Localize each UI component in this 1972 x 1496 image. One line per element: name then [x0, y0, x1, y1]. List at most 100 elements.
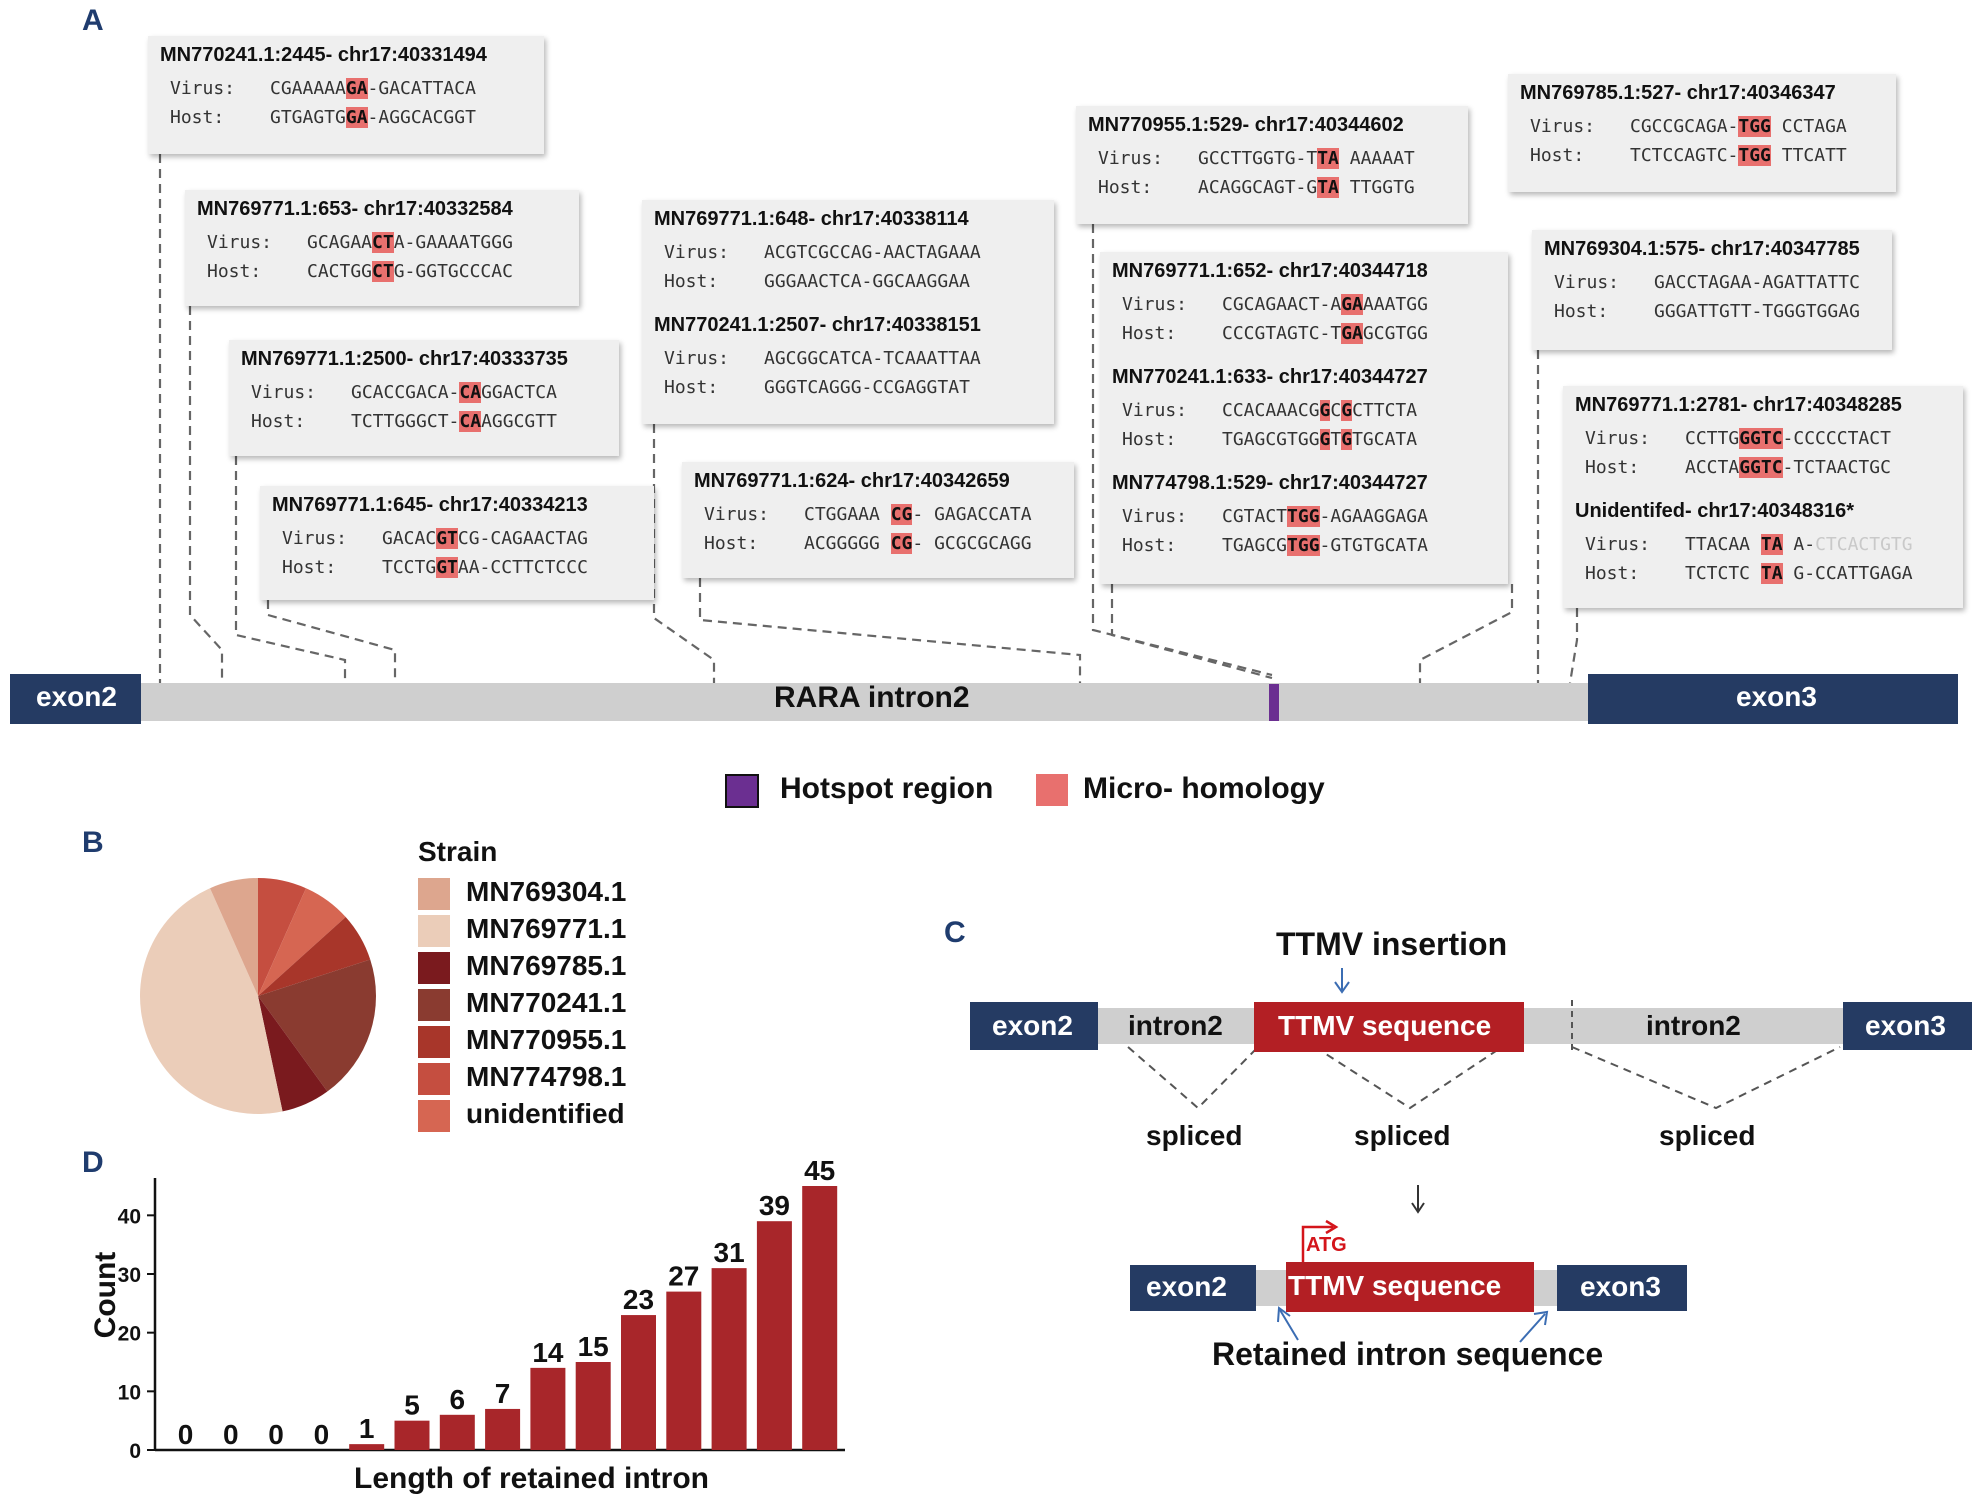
sequence-segment: AAATGG: [1362, 294, 1428, 315]
alignment-header: MN770955.1:529- chr17:40344602: [1088, 114, 1404, 136]
host-row-label: Host:: [251, 411, 306, 432]
virus-sequence-row: Virus: ACGTCGCCAG-AACTAGAAA: [664, 242, 981, 263]
virus-row-label: Virus:: [1554, 272, 1620, 293]
microhomology-segment: G: [1341, 400, 1353, 421]
bar-value-label: 27: [668, 1261, 699, 1292]
microhomology-legend-label: Micro- homology: [1083, 772, 1325, 805]
strain-swatch: [418, 1063, 450, 1095]
virus-row-label: Virus:: [1122, 294, 1188, 315]
host-row-label: Host:: [207, 261, 262, 282]
connector-line: [1418, 584, 1514, 683]
sequence-segment: -AGAAGGAGA: [1319, 506, 1428, 527]
strain-legend-label: MN769304.1: [466, 876, 627, 907]
intron-label: RARA intron2: [774, 681, 970, 714]
host-sequence-row: Host: TCTCCAGTC-TGG TTCATT: [1530, 145, 1847, 166]
strain-legend-label: MN770955.1: [466, 1024, 627, 1055]
c-top-ttmv-block: [1254, 1002, 1524, 1052]
host-sequence-row: Host: ACAGGCAGT-GTA TTGGTG: [1098, 177, 1415, 198]
y-tick-label: 10: [118, 1381, 141, 1404]
pie-slice-mn770955.1: [258, 917, 371, 996]
pie-slice-mn769304.1: [210, 878, 258, 996]
bar: [711, 1268, 747, 1450]
ttmv-insertion-label: TTMV insertion: [1276, 926, 1508, 962]
virus-row-label: Virus:: [1530, 116, 1596, 137]
host-sequence-row: Host: GGGATTGTT-TGGGTGGAG: [1554, 301, 1860, 322]
microhomology-segment: TGG: [1287, 506, 1320, 527]
virus-row-label: Virus:: [1122, 400, 1188, 421]
sequence-segment: C: [1330, 400, 1342, 421]
host-row-label: Host:: [1585, 457, 1640, 478]
strain-legend-label: MN769771.1: [466, 913, 627, 944]
spliced-label-1: spliced: [1146, 1120, 1243, 1151]
sequence-segment: GCAGAA: [307, 232, 373, 253]
sequence-segment: TGAGCGTGG: [1222, 429, 1320, 450]
c-top-exon2-label: exon2: [992, 1010, 1073, 1041]
y-tick-label: 40: [118, 1205, 141, 1228]
c-bottom-exon3-label: exon3: [1580, 1271, 1661, 1302]
sequence-segment: TTCATT: [1770, 145, 1847, 166]
microhomology-segment: GT: [436, 557, 458, 578]
microhomology-segment: GA: [345, 107, 368, 128]
connector-line: [1091, 224, 1273, 677]
connector-line: [266, 600, 397, 683]
alignment-header: MN770241.1:633- chr17:40344727: [1112, 366, 1428, 388]
virus-row-label: Virus:: [170, 78, 236, 99]
bar: [621, 1315, 656, 1450]
connector-line: [188, 306, 224, 683]
alignment-header: MN769771.1:648- chr17:40338114: [654, 208, 969, 230]
sequence-segment: GGGTCAGGG-CCGAGGTAT: [764, 377, 970, 398]
bar: [485, 1408, 521, 1450]
spliced-label-2: spliced: [1354, 1120, 1451, 1151]
microhomology-segment: CA: [459, 411, 482, 432]
sequence-segment: A-: [1782, 534, 1816, 555]
host-sequence-row: Host: ACCTAGGTC-TCTAACTGC: [1585, 457, 1891, 478]
microhomology-segment: GGTC: [1739, 457, 1783, 478]
retained-intron-label: Retained intron sequence: [1212, 1336, 1604, 1372]
alignment-header: MN769304.1:575- chr17:40347785: [1544, 238, 1860, 260]
alignment-header: MN769771.1:645- chr17:40334213: [272, 494, 588, 516]
c-top-intron2-right-label: intron2: [1646, 1010, 1741, 1041]
exon3-block: [1588, 674, 1958, 724]
sequence-segment: AGCGGCATCA-TCAAATTAA: [764, 348, 981, 369]
alignment-header: MN769771.1:652- chr17:40344718: [1112, 260, 1428, 282]
alignment-box: MN769785.1:527- chr17:40346347 Virus: CGCC…: [1508, 74, 1896, 192]
strain-legend-label: MN770241.1: [466, 987, 627, 1018]
strain-legend-label: unidentified: [466, 1098, 625, 1129]
microhomology-segment: G: [1319, 429, 1331, 450]
panel-c-letter: C: [944, 916, 966, 949]
microhomology-segment: CT: [372, 261, 394, 282]
host-row-label: Host:: [1122, 323, 1177, 344]
microhomology-segment: TA: [1760, 563, 1783, 584]
host-row-label: Host:: [170, 107, 225, 128]
strain-swatch: [418, 1026, 450, 1058]
c-bottom-exon2-label: exon2: [1146, 1271, 1227, 1302]
sequence-segment: GCCTTGGTG-T: [1198, 148, 1318, 169]
sequence-segment: TGCATA: [1352, 429, 1418, 450]
microhomology-segment: TA: [1760, 534, 1783, 555]
microhomology-segment: GA: [1341, 294, 1363, 315]
virus-sequence-row: Virus: CGTACTTGG-AGAAGGAGA: [1122, 506, 1428, 527]
alignment-box: MN769771.1:652- chr17:40344718 Virus: CGCA…: [1100, 252, 1508, 584]
sequence-segment: GGACTCA: [481, 382, 557, 403]
bar-value-label: 1: [359, 1413, 375, 1444]
connector-line: [652, 424, 716, 683]
alignment-header: MN774798.1:529- chr17:40344727: [1112, 472, 1428, 494]
atg-label: ATG: [1306, 1234, 1347, 1256]
alignment-header: Unidentifed- chr17:40348316*: [1575, 500, 1855, 522]
microhomology-segment: G: [1319, 400, 1331, 421]
host-row-label: Host:: [1122, 535, 1177, 556]
host-sequence-row: Host: GTGAGTGGA-AGGCACGGT: [170, 107, 476, 128]
exon3-label: exon3: [1736, 681, 1817, 712]
sequence-segment: TCTCTC: [1685, 563, 1761, 584]
bar-value-label: 31: [714, 1237, 745, 1268]
host-row-label: Host:: [1585, 563, 1640, 584]
c-bottom-ttmv-label: TTMV sequence: [1288, 1270, 1502, 1301]
virus-row-label: Virus:: [1122, 506, 1188, 527]
x-axis-label: Length of retained intron: [354, 1462, 709, 1495]
bar: [394, 1420, 430, 1450]
strain-swatch: [418, 915, 450, 947]
strain-swatch: [418, 989, 450, 1021]
pie-slice-mn769771.1: [139, 888, 283, 1114]
microhomology-segment: TGG: [1738, 116, 1771, 137]
bar: [575, 1362, 611, 1450]
